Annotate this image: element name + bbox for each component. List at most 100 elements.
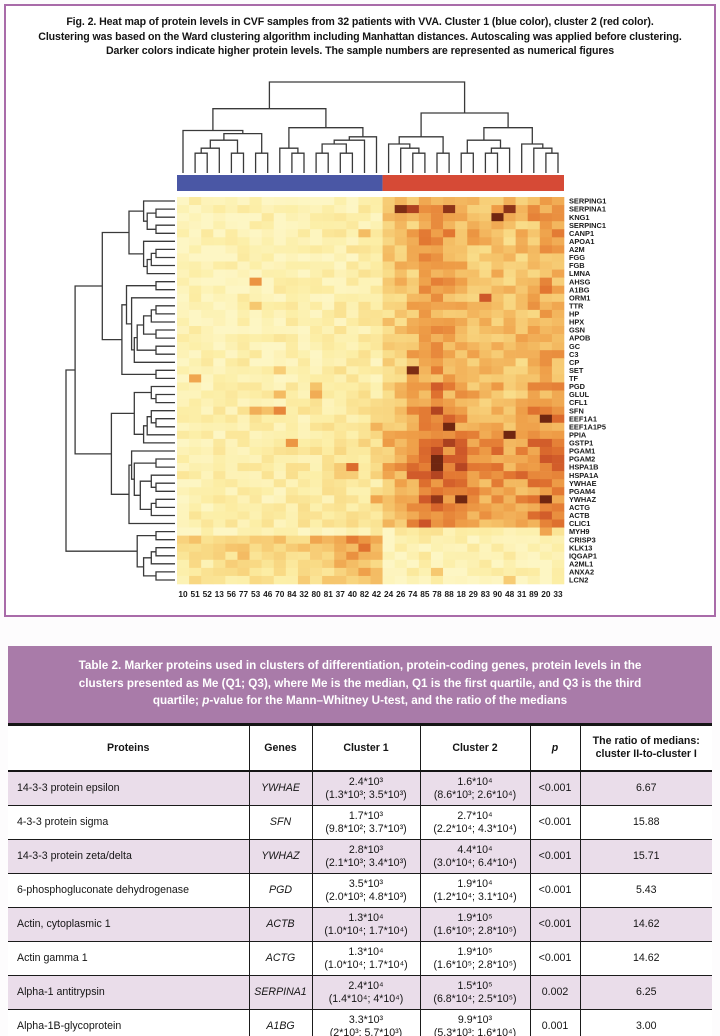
heatmap-col-label: 40 bbox=[348, 589, 358, 599]
heatmap-col-label: 88 bbox=[444, 589, 454, 599]
p-value-cell: 0.002 bbox=[529, 975, 580, 1010]
heatmap-row-label: SET bbox=[569, 366, 584, 375]
heatmap-row-label: CRISP3 bbox=[569, 535, 596, 544]
table-row: Alpha-1 antitrypsin SERPINA1 2.4*10⁴ (1.4… bbox=[8, 975, 712, 1010]
ratio-cell: 14.62 bbox=[579, 907, 712, 942]
heatmap-row-label: ACTG bbox=[569, 503, 590, 512]
heatmap-row-label: A2M bbox=[569, 245, 585, 254]
ratio-cell: 6.25 bbox=[579, 975, 712, 1010]
heatmap-col-label: 42 bbox=[372, 589, 382, 599]
cluster1-cell: 1.7*10³ (9.8*10²; 3.7*10³) bbox=[311, 805, 420, 840]
cluster2-cell: 1.6*10⁴ (8.6*10³; 2.6*10⁴) bbox=[419, 770, 530, 806]
heatmap-row-label: GLUL bbox=[569, 390, 590, 399]
heatmap-row-label: SERPINC1 bbox=[569, 221, 606, 230]
heatmap-row-label: HP bbox=[569, 310, 579, 319]
column-dendrogram bbox=[182, 81, 559, 173]
heatmap-row-label: SERPING1 bbox=[569, 197, 606, 206]
heatmap-col-label: 26 bbox=[396, 589, 406, 599]
protein-cell: Actin, cytoplasmic 1 bbox=[8, 907, 249, 942]
heatmap-row-label: TTR bbox=[569, 301, 584, 310]
gene-cell: ACTB bbox=[248, 907, 312, 942]
table-row: 6-phosphogluconate dehydrogenase PGD 3.5… bbox=[8, 873, 712, 908]
heatmap-row-label: EEF1A1 bbox=[569, 414, 597, 423]
heatmap-row-label: GSTP1 bbox=[569, 439, 593, 448]
gene-cell: YWHAZ bbox=[248, 839, 312, 874]
heatmap-row-label: PGD bbox=[569, 382, 586, 391]
col-header-ratio: The ratio of medians: cluster II-to-clus… bbox=[579, 723, 712, 772]
col-header-genes: Genes bbox=[248, 723, 312, 772]
cluster2-cell: 1.9*10⁴ (1.2*10⁴; 3.1*10⁴) bbox=[419, 873, 530, 908]
cluster1-cell: 2.8*10³ (2.1*10³; 3.4*10³) bbox=[311, 839, 420, 874]
heatmap-row-label: PPIA bbox=[569, 430, 587, 439]
row-dendrogram bbox=[65, 200, 175, 581]
table-header-row: Proteins Genes Cluster 1 Cluster 2 p The… bbox=[8, 723, 712, 772]
table-row: 4-3-3 protein sigma SFN 1.7*10³ (9.8*10²;… bbox=[8, 805, 712, 840]
heatmap-row-label: CP bbox=[569, 358, 579, 367]
cluster1-cell: 3.5*10³ (2.0*10³; 4.8*10³) bbox=[311, 873, 420, 908]
p-value-cell: <0.001 bbox=[529, 805, 580, 840]
cluster2-cell: 1.9*10⁵ (1.6*10⁵; 2.8*10⁵) bbox=[419, 941, 530, 976]
heatmap-row-label: FGB bbox=[569, 261, 585, 270]
table-row: Actin, cytoplasmic 1 ACTB 1.3*10⁴ (1.0*10… bbox=[8, 907, 712, 942]
col-header-cluster1: Cluster 1 bbox=[311, 723, 420, 772]
heatmap-col-label: 78 bbox=[432, 589, 442, 599]
ratio-cell: 5.43 bbox=[579, 873, 712, 908]
heatmap-col-label: 56 bbox=[227, 589, 237, 599]
ratio-cell: 6.67 bbox=[579, 770, 712, 806]
heatmap-row-label: YWHAE bbox=[569, 479, 597, 488]
figure-caption-line-3: Darker colors indicate higher protein le… bbox=[105, 45, 614, 58]
col-header-proteins: Proteins bbox=[8, 723, 249, 772]
heatmap-row-label: GSN bbox=[569, 326, 585, 335]
p-value-cell: 0.001 bbox=[529, 1009, 580, 1036]
gene-cell: ACTG bbox=[248, 941, 312, 976]
heatmap-row-label: EEF1A1P5 bbox=[569, 422, 606, 431]
cluster2-cell: 2.7*10⁴ (2.2*10⁴; 4.3*10⁴) bbox=[419, 805, 530, 840]
heatmap-col-label: 53 bbox=[251, 589, 261, 599]
heatmap-row-label: GC bbox=[569, 342, 581, 351]
figure-caption-line-1: Fig. 2. Heat map of protein levels in CV… bbox=[66, 16, 654, 28]
table-caption-band: Table 2. Marker proteins used in cluster… bbox=[8, 646, 712, 723]
table-caption-line-1: Table 2. Marker proteins used in cluster… bbox=[78, 659, 642, 672]
heatmap-col-label: 32 bbox=[299, 589, 309, 599]
protein-cell: 14-3-3 protein zeta/delta bbox=[8, 839, 249, 874]
gene-cell: PGD bbox=[248, 873, 312, 908]
cluster2-cell: 1.5*10⁵ (6.8*10⁴; 2.5*10⁵) bbox=[419, 975, 530, 1010]
ratio-cell: 15.71 bbox=[579, 839, 712, 874]
heatmap-col-label: 31 bbox=[517, 589, 527, 599]
heatmap-row-label: APOA1 bbox=[569, 237, 594, 246]
heatmap-row-label: PGAM2 bbox=[569, 455, 595, 464]
heatmap-row-label: TF bbox=[569, 374, 579, 383]
gene-cell: YWHAE bbox=[248, 770, 312, 806]
cluster1-cell: 1.3*10⁴ (1.0*10⁴; 1.7*10⁴) bbox=[311, 907, 420, 942]
cluster1-cell: 2.4*10⁴ (1.4*10⁴; 4*10⁴) bbox=[311, 975, 420, 1010]
protein-cell: 6-phosphogluconate dehydrogenase bbox=[8, 873, 249, 908]
heatmap-col-label: 33 bbox=[553, 589, 563, 599]
heatmap-col-label: 51 bbox=[190, 589, 200, 599]
col-header-p: p bbox=[529, 723, 580, 772]
heatmap-col-label: 13 bbox=[215, 589, 225, 599]
cluster1-cell: 2.4*10³ (1.3*10³; 3.5*10³) bbox=[311, 770, 420, 806]
p-value-cell: <0.001 bbox=[529, 839, 580, 874]
heatmap-col-label: 24 bbox=[384, 589, 394, 599]
heatmap-col-label: 70 bbox=[275, 589, 285, 599]
heatmap-grid bbox=[177, 197, 565, 585]
heatmap-col-label: 18 bbox=[457, 589, 467, 599]
heatmap-col-label: 46 bbox=[263, 589, 273, 599]
p-value-cell: <0.001 bbox=[529, 873, 580, 908]
protein-cell: 4-3-3 protein sigma bbox=[8, 805, 249, 840]
table-row: Actin gamma 1 ACTG 1.3*10⁴ (1.0*10⁴; 1.7*… bbox=[8, 941, 712, 976]
heatmap-row-label: MYH9 bbox=[569, 527, 590, 536]
heatmap-row-label: LMNA bbox=[569, 269, 591, 278]
cluster1-cell: 1.3*10⁴ (1.0*10⁴; 1.7*10⁴) bbox=[311, 941, 420, 976]
heatmap-row-label: KLK13 bbox=[569, 543, 592, 552]
heatmap-row-label: PGAM1 bbox=[569, 447, 595, 456]
heatmap-row-label: CANP1 bbox=[569, 229, 594, 238]
italic-p: p bbox=[202, 694, 210, 707]
cluster2-cell: 1.9*10⁵ (1.6*10⁵; 2.8*10⁵) bbox=[419, 907, 530, 942]
ratio-cell: 15.88 bbox=[579, 805, 712, 840]
heatmap-row-label: FGG bbox=[569, 253, 585, 262]
heatmap-col-label: 90 bbox=[493, 589, 503, 599]
heatmap-row-label: HSPA1B bbox=[569, 463, 598, 472]
heatmap-row-label: ANXA2 bbox=[569, 568, 594, 577]
